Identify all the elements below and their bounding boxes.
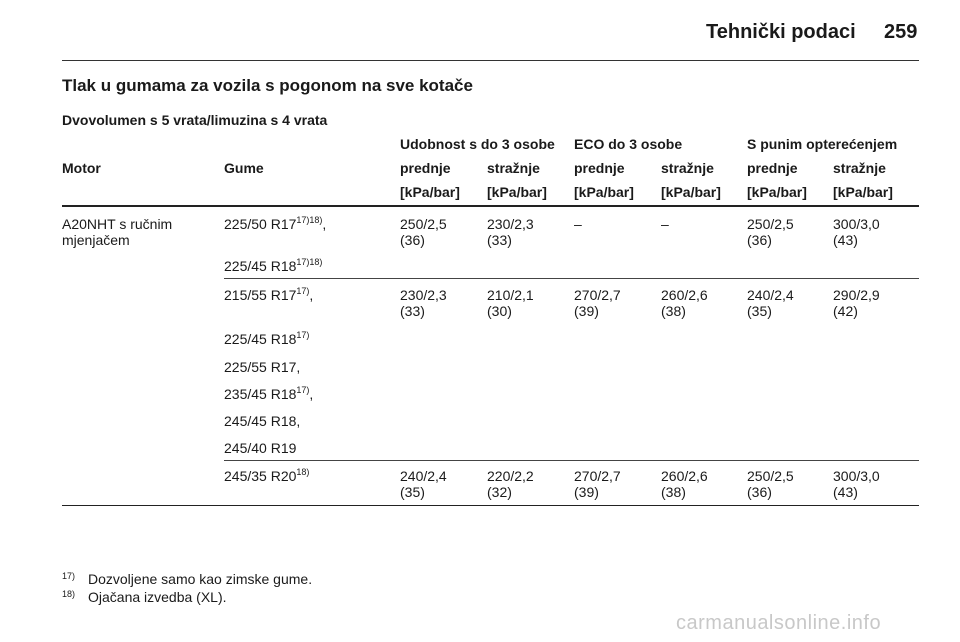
pressure-value: 300/3,0 (43) [833, 468, 880, 500]
tyre-size: 225/50 R1717)18), [224, 215, 327, 233]
unit-label: [kPa/bar] [400, 184, 460, 200]
group-header-eco: ECO do 3 osobe [574, 136, 683, 152]
unit-label: [kPa/bar] [661, 184, 721, 200]
pressure-value: 300/3,0 (43) [833, 216, 880, 248]
table-header-divider [62, 205, 919, 207]
column-header-front: prednje [400, 160, 451, 176]
tyre-size: 215/55 R1717), [224, 286, 314, 304]
header-divider [62, 60, 919, 61]
chapter-title: Tehnički podaci [706, 21, 856, 43]
page-number: 259 [884, 21, 918, 43]
pressure-value: 270/2,7 (39) [574, 287, 621, 319]
row-divider [224, 278, 919, 279]
pressure-value: – [574, 216, 582, 232]
pressure-value: 230/2,3 (33) [487, 216, 534, 248]
pressure-value: 250/2,5 (36) [400, 216, 447, 248]
column-header-tyres: Gume [224, 160, 264, 176]
table-subtitle: Dvovolumen s 5 vrata/limuzina s 4 vrata [62, 112, 328, 128]
group-header-comfort: Udobnost s do 3 osobe [400, 136, 555, 152]
tyre-size: 225/45 R1817) [224, 330, 310, 348]
pressure-value: 260/2,6 (38) [661, 468, 708, 500]
row-divider [224, 460, 919, 461]
pressure-value: 230/2,3 (33) [400, 287, 447, 319]
tyre-size: 245/40 R19 [224, 440, 297, 456]
unit-label: [kPa/bar] [833, 184, 893, 200]
tyre-size: 245/45 R18, [224, 413, 301, 429]
footnote-text: Dozvoljene samo kao zimske gume. [88, 571, 313, 587]
engine-line: A20NHT s ručnim [62, 216, 173, 232]
tyre-size: 225/55 R17, [224, 359, 301, 375]
watermark: carmanualsonline.info [676, 612, 882, 634]
column-header-rear: stražnje [487, 160, 540, 176]
pressure-value: 210/2,1 (30) [487, 287, 534, 319]
tyre-size: 235/45 R1817), [224, 385, 314, 403]
group-header-full-load: S punim opterećenjem [747, 136, 898, 152]
pressure-value: 260/2,6 (38) [661, 287, 708, 319]
pressure-value: 240/2,4 (35) [400, 468, 447, 500]
column-header-rear: stražnje [661, 160, 714, 176]
section-title: Tlak u gumama za vozila s pogonom na sve… [62, 76, 473, 95]
pressure-value: 240/2,4 (35) [747, 287, 794, 319]
pressure-value: 270/2,7 (39) [574, 468, 621, 500]
engine-cell: A20NHT s ručnim mjenjačem [62, 216, 172, 248]
unit-label: [kPa/bar] [487, 184, 547, 200]
pressure-value: 250/2,5 (36) [747, 468, 794, 500]
pressure-value: 250/2,5 (36) [747, 216, 794, 248]
footnote: 17) [62, 571, 76, 581]
column-header-rear: stražnje [833, 160, 886, 176]
column-header-motor: Motor [62, 160, 101, 176]
tyre-size: 225/45 R1817)18) [224, 257, 323, 275]
footnote-text: Ojačana izvedba (XL). [88, 589, 227, 605]
tyre-size: 245/35 R2018) [224, 467, 310, 485]
pressure-value: – [661, 216, 669, 232]
footnote: 18) [62, 589, 76, 599]
pressure-value: 220/2,2 (32) [487, 468, 534, 500]
table-bottom-rule [62, 505, 919, 506]
column-header-front: prednje [574, 160, 625, 176]
unit-label: [kPa/bar] [747, 184, 807, 200]
engine-line: mjenjačem [62, 232, 130, 248]
pressure-value: 290/2,9 (42) [833, 287, 880, 319]
unit-label: [kPa/bar] [574, 184, 634, 200]
column-header-front: prednje [747, 160, 798, 176]
